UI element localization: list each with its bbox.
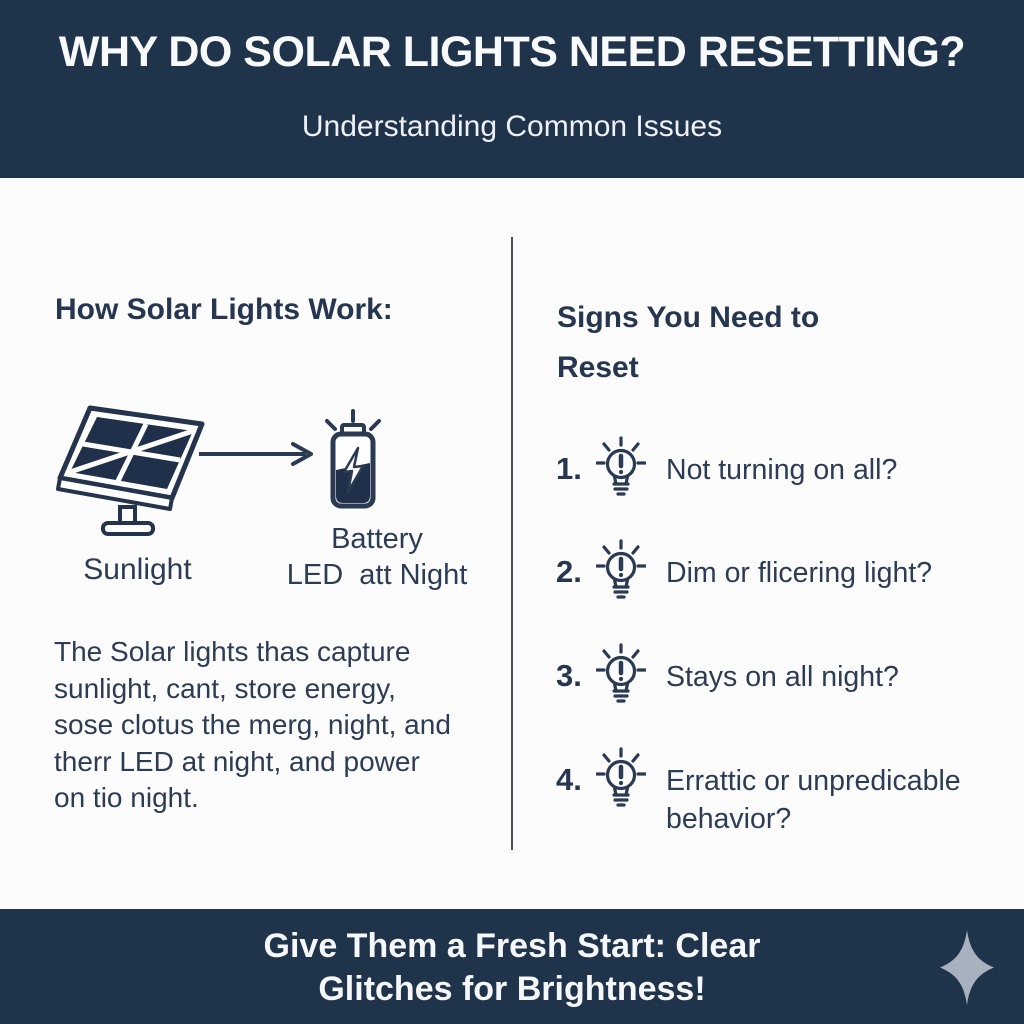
sign-item-4: 4. Errattic or unpredicable behavior?	[556, 747, 961, 838]
how-it-works-paragraph: The Solar lights thas capture sunlight, …	[54, 636, 451, 813]
item-number: 2.	[556, 554, 582, 589]
sign-text: Errattic or unpredicable behavior?	[666, 765, 961, 835]
sign-text: Stays on all night?	[666, 661, 899, 693]
lightbulb-alert-icon	[596, 539, 646, 601]
sparkle-icon	[940, 930, 994, 1005]
sunlight-label: Sunlight	[83, 553, 192, 586]
item-number: 1.	[556, 451, 582, 486]
sign-item-3: 3. Stays on all night?	[556, 643, 899, 705]
led-night-label: LED att Night	[286, 559, 468, 591]
battery-labels: Battery LED att Night	[277, 521, 477, 593]
page-title: WHY DO SOLAR LIGHTS NEED RESETTING?	[58, 28, 966, 76]
footer-banner	[0, 909, 1024, 1024]
solar-panel-icon	[56, 405, 205, 536]
right-column-heading: Signs You Need to Reset	[557, 301, 820, 384]
lightbulb-alert-icon	[596, 643, 646, 705]
battery-charging-icon	[325, 409, 381, 509]
battery-label: Battery	[331, 523, 423, 555]
header-banner	[0, 0, 1024, 178]
left-column-heading: How Solar Lights Work:	[55, 293, 393, 326]
lightbulb-alert-icon	[596, 747, 646, 809]
page-subtitle: Understanding Common Issues	[301, 110, 723, 143]
sign-item-1: 1. Not turning on all?	[556, 436, 897, 498]
lightbulb-alert-icon	[596, 436, 646, 498]
item-number: 3.	[556, 658, 582, 693]
arrow-right-icon	[199, 442, 313, 466]
footer-message: Give Them a Fresh Start: Clear Glitches …	[263, 927, 761, 1008]
item-number: 4.	[556, 762, 582, 797]
sign-item-2: 2. Dim or flicering light?	[556, 539, 932, 601]
sign-text: Not turning on all?	[666, 454, 898, 486]
sign-text: Dim or flicering light?	[666, 557, 933, 589]
column-divider	[511, 237, 513, 850]
